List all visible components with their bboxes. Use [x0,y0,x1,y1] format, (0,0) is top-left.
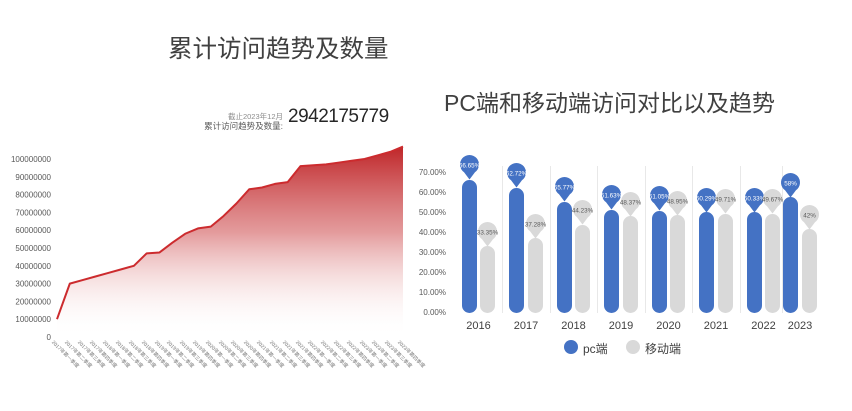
svg-text:48.95%: 48.95% [667,198,689,205]
svg-text:48.37%: 48.37% [619,199,641,206]
svg-text:58%: 58% [785,180,798,187]
svg-text:42%: 42% [803,212,816,219]
svg-text:49.71%: 49.71% [714,196,736,203]
svg-text:55.77%: 55.77% [554,184,576,191]
svg-text:37.28%: 37.28% [524,221,546,228]
svg-text:49.67%: 49.67% [762,196,784,203]
svg-text:33.35%: 33.35% [477,229,499,236]
svg-text:44.23%: 44.23% [572,207,594,214]
svg-text:66.65%: 66.65% [459,162,481,169]
svg-text:62.72%: 62.72% [506,170,528,177]
